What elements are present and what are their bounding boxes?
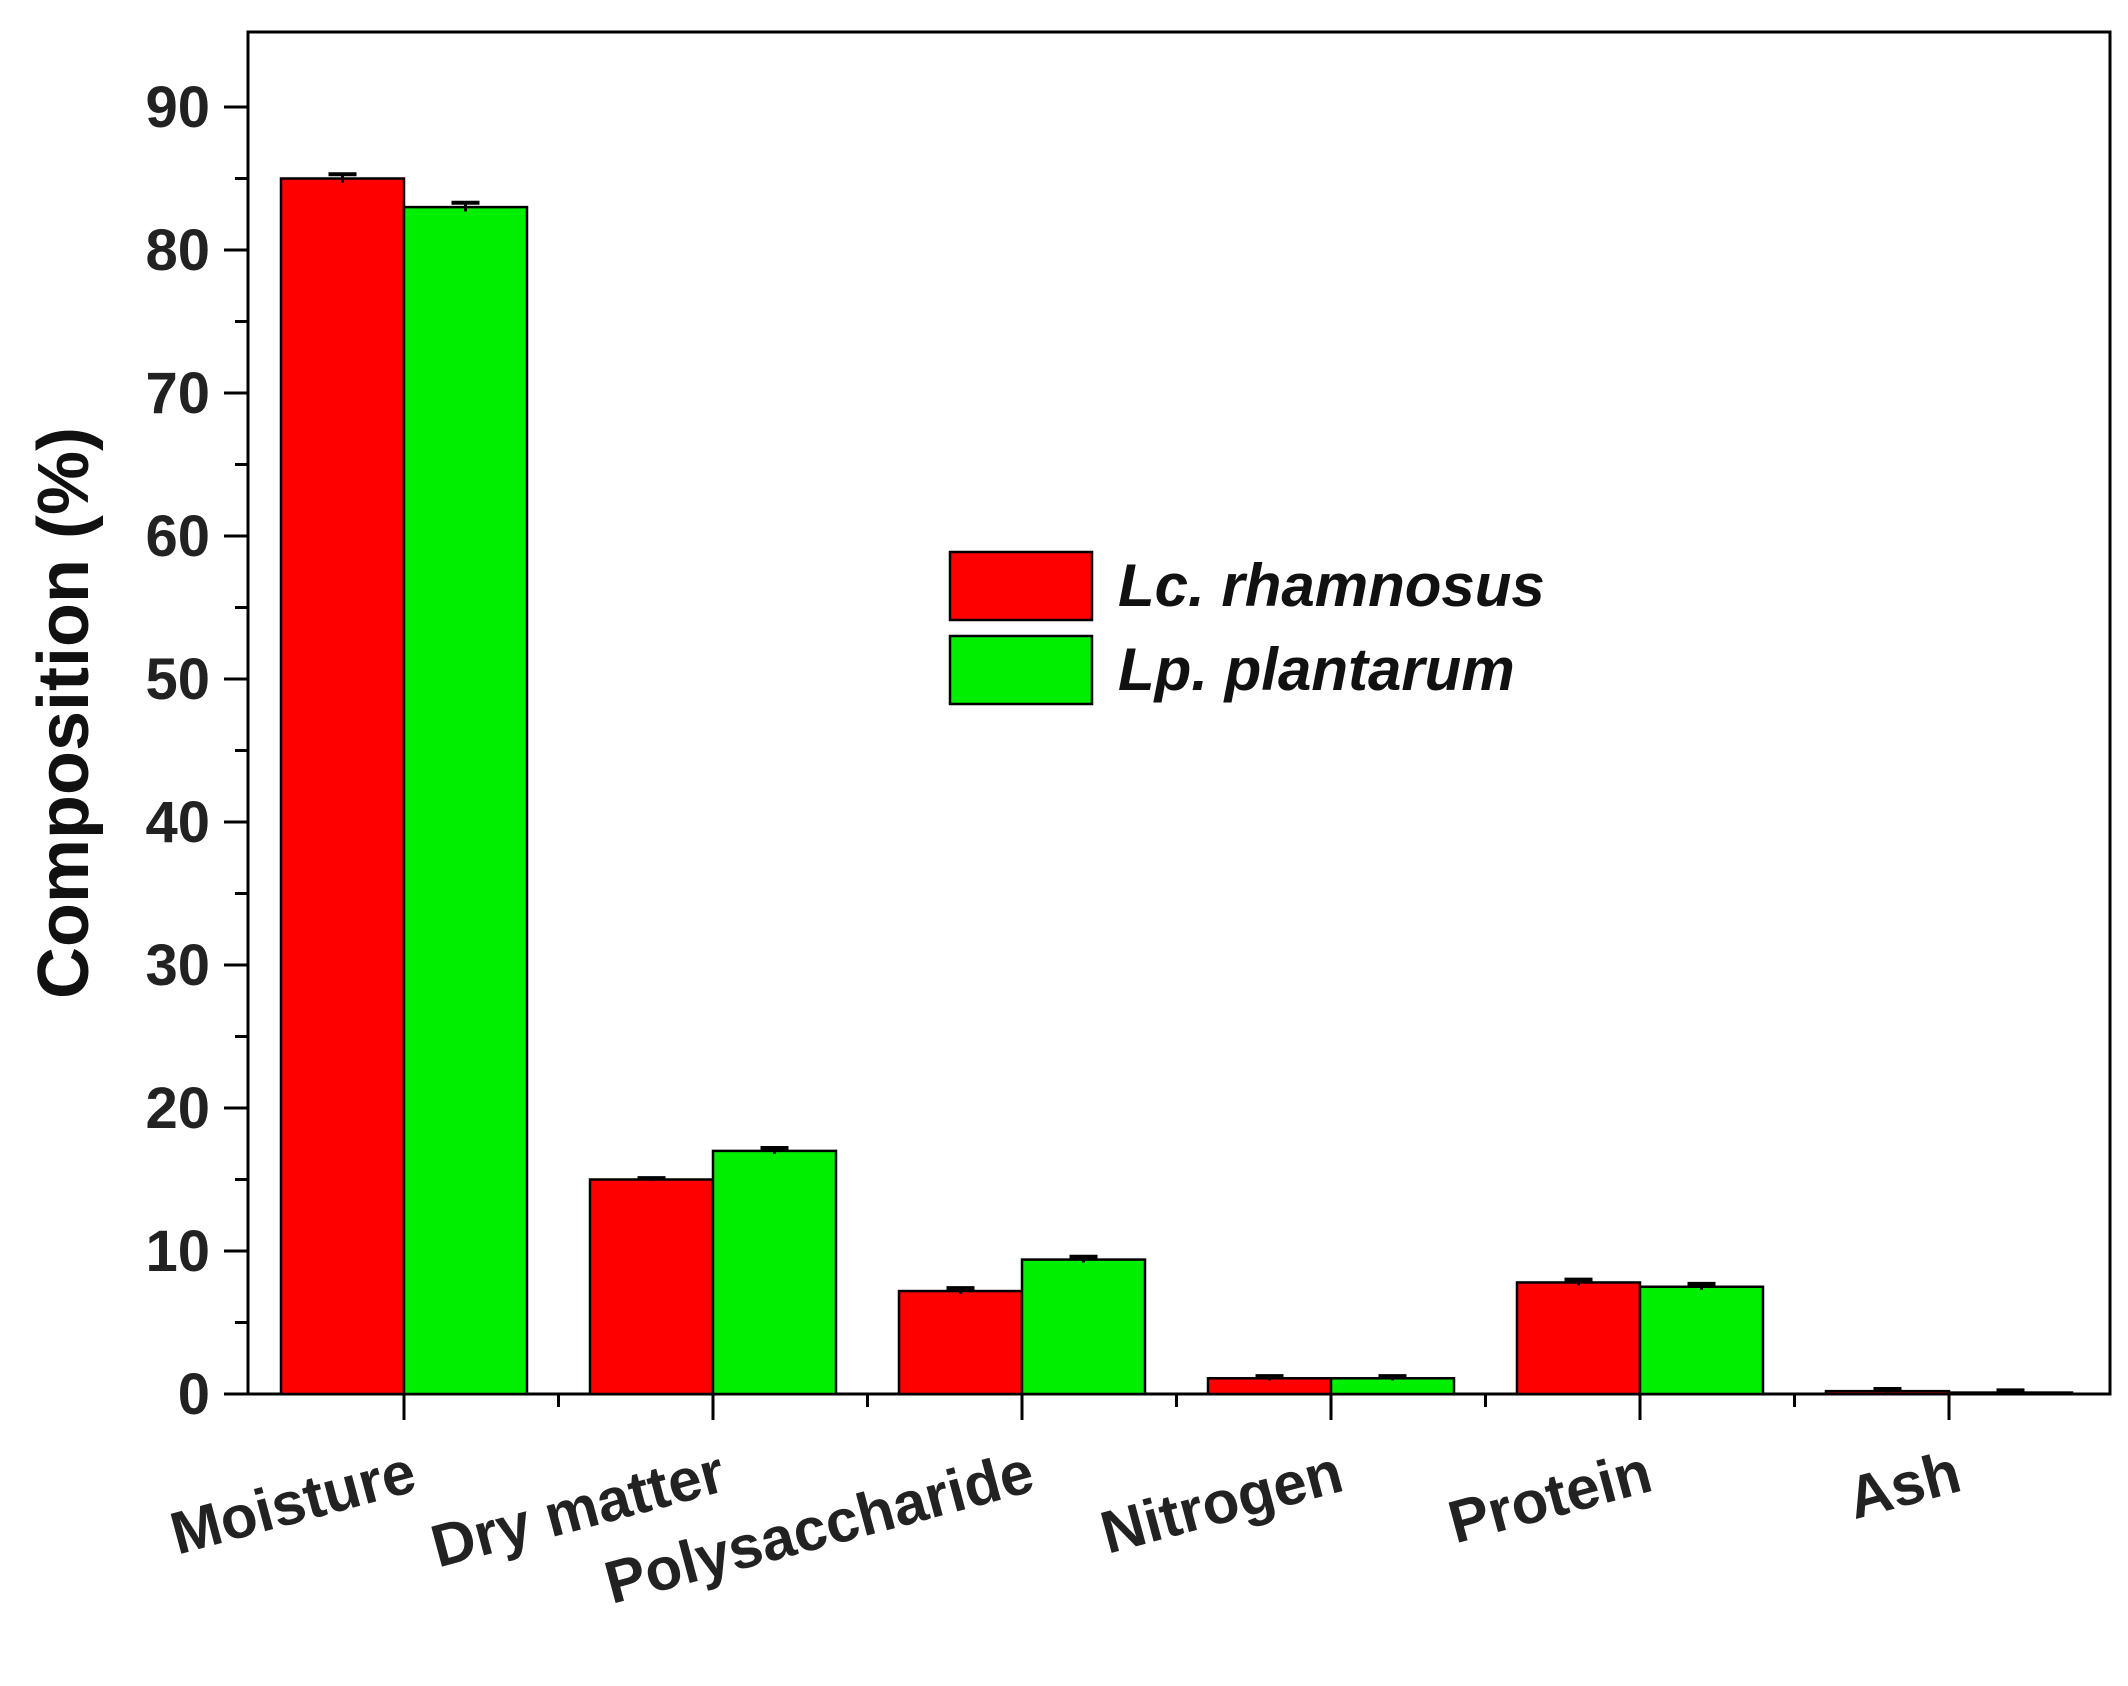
legend-label: Lp. plantarum bbox=[1118, 636, 1515, 703]
y-tick-label: 0 bbox=[178, 1362, 210, 1427]
y-tick-label: 20 bbox=[145, 1076, 210, 1141]
bar-rhamnosus bbox=[588, 1178, 715, 1396]
bar-plantarum bbox=[1020, 1258, 1147, 1396]
x-tick-label: Protein bbox=[1441, 1438, 1658, 1556]
y-tick-label: 80 bbox=[145, 218, 210, 283]
y-tick-label: 50 bbox=[145, 647, 210, 712]
bar-rhamnosus bbox=[279, 177, 406, 1396]
y-axis: 0 10 20 30 40 50 60 70 80 90 bbox=[145, 75, 248, 1427]
y-axis-title: Composition (%) bbox=[24, 427, 104, 999]
x-tick-label: Nitrogen bbox=[1094, 1438, 1350, 1567]
legend-swatch bbox=[948, 550, 1094, 622]
bar-plantarum bbox=[1329, 1377, 1456, 1396]
bar-rhamnosus bbox=[1206, 1377, 1333, 1396]
plot-frame bbox=[246, 30, 2112, 1396]
x-tick-label: Moisture bbox=[164, 1438, 423, 1567]
x-tick-label: Ash bbox=[1841, 1438, 1968, 1532]
bar-rhamnosus bbox=[1515, 1281, 1642, 1396]
y-tick-label: 70 bbox=[145, 361, 210, 426]
y-tick-label: 10 bbox=[145, 1219, 210, 1284]
legend-label: Lc. rhamnosus bbox=[1118, 552, 1545, 619]
legend: Lc. rhamnosus Lp. plantarum bbox=[948, 550, 1545, 706]
bar-rhamnosus bbox=[897, 1289, 1024, 1396]
bar-plantarum bbox=[1638, 1285, 1765, 1396]
legend-swatch bbox=[948, 634, 1094, 706]
y-tick-label: 30 bbox=[145, 933, 210, 998]
y-tick-label: 90 bbox=[145, 75, 210, 140]
bar-plantarum bbox=[402, 205, 529, 1396]
y-tick-label: 60 bbox=[145, 504, 210, 569]
y-tick-label: 40 bbox=[145, 790, 210, 855]
bar-plantarum bbox=[711, 1149, 838, 1396]
bars-layer bbox=[279, 172, 2074, 1396]
